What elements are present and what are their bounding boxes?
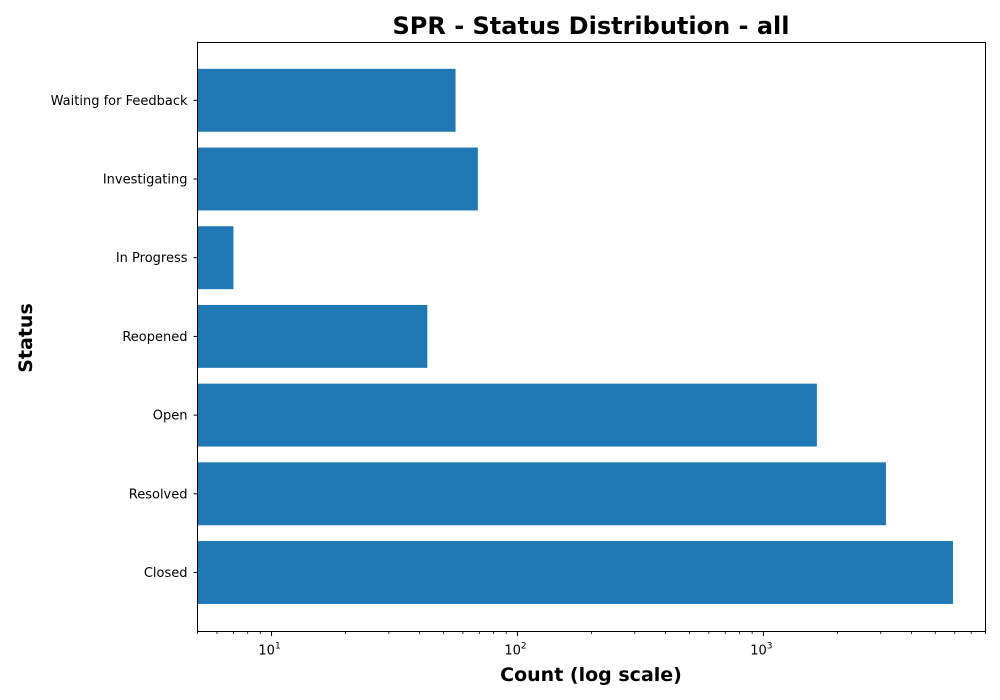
y-tick-label: Investigating xyxy=(103,173,188,188)
bars-layer xyxy=(197,68,953,604)
y-tick-label: Reopened xyxy=(122,330,187,345)
ticks-layer: Closed Resolved Open Reopened In Progress Inv… xyxy=(51,94,986,659)
y-tick-label: Closed xyxy=(144,566,188,581)
y-tick-label: Resolved xyxy=(129,487,188,502)
bar-reopened xyxy=(197,304,428,368)
y-tick-label: Waiting for Feedback xyxy=(51,94,188,109)
bar-open xyxy=(197,383,817,447)
x-axis-label: Count (log scale) xyxy=(500,664,682,686)
plot-frame xyxy=(197,42,986,632)
bar-waiting-for-feedback xyxy=(197,68,456,132)
y-tick-label: In Progress xyxy=(116,251,188,266)
chart-title: SPR - Status Distribution - all xyxy=(392,12,789,40)
bar-closed xyxy=(197,541,953,604)
x-tick-label: 103 xyxy=(750,642,772,659)
bar-in-progress xyxy=(197,226,234,290)
y-tick-label: Open xyxy=(153,409,188,424)
bar-resolved xyxy=(197,462,886,526)
x-tick-label: 101 xyxy=(258,642,280,659)
bar-investigating xyxy=(197,147,478,211)
x-tick-label: 102 xyxy=(504,642,526,659)
y-axis-label: Status xyxy=(15,303,37,373)
